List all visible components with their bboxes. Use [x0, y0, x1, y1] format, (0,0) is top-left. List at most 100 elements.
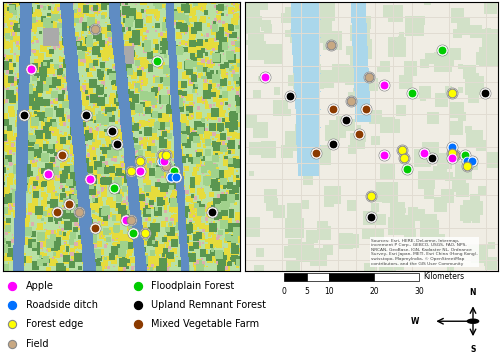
Point: [136, 158, 144, 163]
Point: [134, 302, 141, 308]
Point: [448, 150, 456, 155]
Point: [86, 177, 94, 182]
Point: [153, 58, 161, 64]
Point: [468, 158, 476, 163]
Point: [481, 90, 489, 96]
Point: [364, 74, 372, 80]
Point: [438, 48, 446, 53]
Point: [172, 174, 180, 180]
Point: [91, 225, 99, 231]
Point: [450, 152, 458, 158]
Point: [463, 163, 471, 169]
Text: Upland Remnant Forest: Upland Remnant Forest: [151, 300, 266, 310]
Point: [160, 158, 168, 163]
Point: [153, 58, 161, 64]
FancyBboxPatch shape: [306, 273, 329, 281]
Point: [408, 90, 416, 96]
Point: [261, 74, 269, 80]
Point: [367, 193, 375, 199]
Point: [428, 155, 436, 161]
Point: [82, 112, 90, 118]
Point: [108, 128, 116, 134]
Point: [448, 144, 456, 150]
Text: Floodplain Forest: Floodplain Forest: [151, 281, 234, 291]
Point: [448, 90, 456, 96]
Point: [108, 128, 116, 134]
Point: [20, 112, 28, 118]
Point: [460, 152, 468, 158]
Text: 30: 30: [414, 287, 424, 296]
Point: [364, 74, 372, 80]
Point: [400, 155, 408, 161]
Point: [448, 155, 456, 161]
Point: [8, 283, 16, 288]
Point: [162, 152, 170, 158]
Point: [354, 131, 362, 137]
Text: Kilometers: Kilometers: [424, 272, 465, 281]
Point: [362, 107, 370, 112]
Point: [448, 150, 456, 155]
Point: [158, 152, 166, 158]
Point: [398, 147, 406, 153]
Circle shape: [468, 319, 478, 323]
Point: [367, 214, 375, 220]
Point: [463, 158, 471, 163]
FancyBboxPatch shape: [329, 273, 374, 281]
Point: [362, 107, 370, 112]
Point: [127, 169, 135, 174]
Point: [402, 166, 410, 171]
Point: [330, 142, 338, 147]
Point: [86, 177, 94, 182]
Point: [162, 152, 170, 158]
Point: [136, 169, 144, 174]
Point: [58, 152, 66, 158]
Point: [58, 152, 66, 158]
Text: 20: 20: [369, 287, 379, 296]
Point: [44, 171, 52, 177]
Point: [141, 231, 149, 236]
Point: [261, 74, 269, 80]
Point: [74, 209, 82, 215]
Point: [127, 169, 135, 174]
Point: [8, 322, 16, 327]
Text: Mixed Vegetable Farm: Mixed Vegetable Farm: [151, 320, 260, 329]
Point: [91, 26, 99, 31]
Point: [468, 158, 476, 163]
Point: [380, 152, 388, 158]
Point: [136, 158, 144, 163]
Point: [380, 82, 388, 88]
Point: [74, 209, 82, 215]
Point: [91, 26, 99, 31]
Point: [122, 217, 130, 223]
Text: W: W: [411, 317, 420, 326]
Point: [312, 150, 320, 155]
Point: [53, 209, 61, 215]
Point: [134, 322, 141, 327]
Text: Sources: Esri, HERE, DeLorme, Intermap,
increment P Corp., GEBCO, USGS, FAO, NPS: Sources: Esri, HERE, DeLorme, Intermap, …: [371, 239, 478, 266]
Point: [448, 155, 456, 161]
Point: [330, 107, 338, 112]
Point: [141, 231, 149, 236]
Point: [91, 225, 99, 231]
Point: [8, 341, 16, 347]
Point: [208, 209, 216, 215]
Point: [127, 217, 135, 223]
Point: [438, 48, 446, 53]
Point: [158, 158, 166, 163]
Text: 10: 10: [324, 287, 334, 296]
Point: [460, 152, 468, 158]
Text: Roadside ditch: Roadside ditch: [26, 300, 98, 310]
Point: [367, 214, 375, 220]
Point: [208, 209, 216, 215]
Point: [312, 150, 320, 155]
Point: [162, 163, 170, 169]
Point: [160, 158, 168, 163]
Point: [448, 90, 456, 96]
FancyBboxPatch shape: [374, 273, 419, 281]
Point: [53, 209, 61, 215]
Point: [162, 163, 170, 169]
Point: [44, 171, 52, 177]
Point: [286, 93, 294, 99]
Point: [354, 131, 362, 137]
Point: [129, 231, 137, 236]
